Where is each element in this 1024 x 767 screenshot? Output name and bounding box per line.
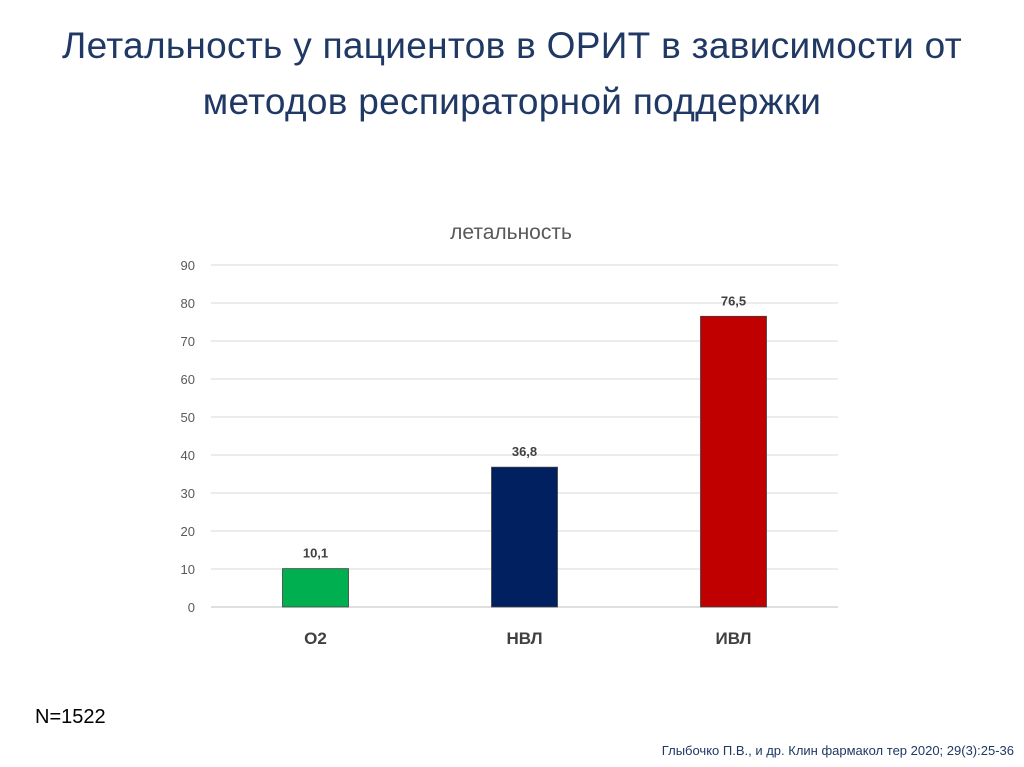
- data-label: 10,1: [303, 546, 328, 561]
- chart-labels: 10,1 O2 36,8 НВЛ 76,5 ИВЛ: [303, 293, 752, 648]
- y-axis-ticks: 0 10 20 30 40 50 60 70 80 90: [181, 258, 195, 615]
- y-tick-label: 60: [181, 372, 195, 387]
- y-tick-label: 0: [188, 600, 195, 615]
- y-tick-label: 20: [181, 524, 195, 539]
- chart-bars: [282, 315, 767, 608]
- y-tick-label: 70: [181, 334, 195, 349]
- slide-title: Летальность у пациентов в ОРИТ в зависим…: [0, 18, 1024, 130]
- y-tick-label: 90: [181, 258, 195, 273]
- bar-2: [491, 466, 558, 608]
- category-label: O2: [304, 629, 327, 648]
- chart-title: летальность: [450, 221, 572, 244]
- y-tick-label: 50: [181, 410, 195, 425]
- sample-size-label: N=1522: [35, 706, 106, 728]
- category-label: ИВЛ: [715, 629, 751, 648]
- y-tick-label: 80: [181, 296, 195, 311]
- y-tick-label: 10: [181, 562, 195, 577]
- slide-title-line-2: методов респираторной поддержки: [202, 81, 822, 122]
- citation-text: Глыбочко П.В., и др. Клин фармакол тер 2…: [661, 743, 1014, 758]
- y-tick-label: 40: [181, 448, 195, 463]
- slide-title-line-1: Летальность у пациентов в ОРИТ в зависим…: [62, 25, 962, 66]
- bar-3: [700, 315, 767, 608]
- y-tick-label: 30: [181, 486, 195, 501]
- bar-1: [282, 568, 349, 608]
- data-label: 76,5: [721, 293, 746, 308]
- data-label: 36,8: [512, 444, 537, 459]
- category-label: НВЛ: [506, 629, 542, 648]
